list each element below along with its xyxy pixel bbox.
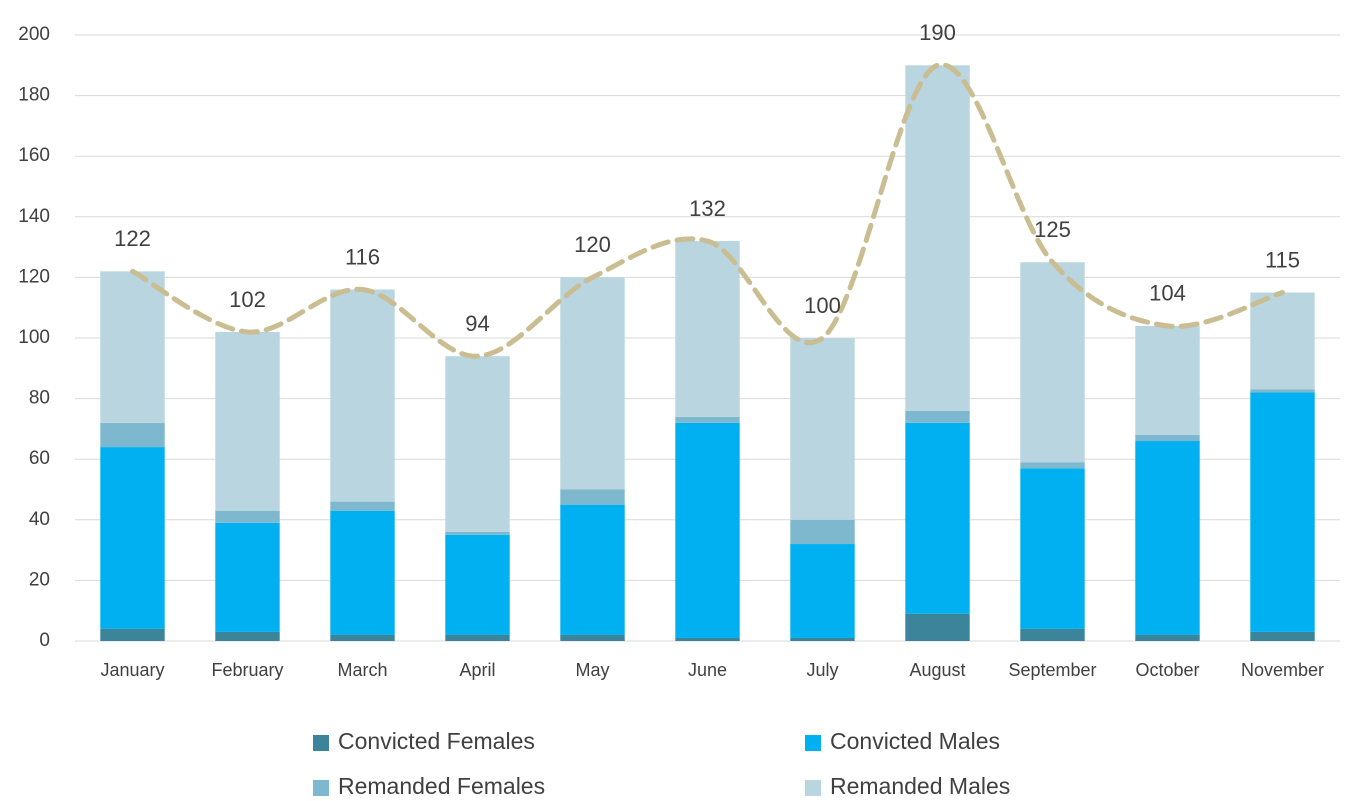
legend-label: Convicted Females [338, 728, 535, 754]
data-label: 125 [1034, 217, 1071, 242]
y-tick-label: 200 [18, 24, 50, 45]
data-label: 116 [345, 244, 380, 269]
bar-segment [560, 504, 625, 635]
bar-segment [1250, 631, 1315, 641]
bar-segment [330, 501, 395, 511]
x-tick-label: February [211, 660, 283, 680]
bar-segment [905, 410, 970, 423]
data-label: 102 [229, 287, 266, 312]
bar-segment [675, 637, 740, 641]
y-tick-label: 160 [18, 145, 50, 166]
bar-segment [215, 631, 280, 641]
bar-segment [790, 519, 855, 545]
bar-segment [905, 422, 970, 614]
x-tick-label: September [1008, 660, 1096, 680]
y-tick-label: 100 [18, 327, 50, 348]
data-label: 132 [689, 196, 726, 221]
y-tick-label: 140 [18, 206, 50, 227]
y-tick-label: 40 [29, 509, 50, 530]
y-tick-label: 120 [18, 266, 50, 287]
bar-segment [1135, 325, 1200, 435]
y-tick-label: 80 [29, 388, 50, 409]
legend-label: Convicted Males [830, 728, 1000, 754]
legend-label: Remanded Males [830, 773, 1010, 799]
bar-segment [330, 634, 395, 641]
data-label: 115 [1265, 247, 1300, 272]
bar-segment [1135, 634, 1200, 641]
x-tick-label: May [575, 660, 609, 680]
bar-segment [675, 241, 740, 417]
total-line [130, 62, 1285, 359]
x-tick-label: June [688, 660, 727, 680]
bar-segment [100, 271, 165, 423]
bar-segment [1020, 462, 1085, 469]
x-tick-label: August [909, 660, 965, 680]
bar-segment [560, 489, 625, 505]
bar-segment [445, 534, 510, 635]
bar-segment [560, 277, 625, 490]
y-tick-label: 180 [18, 85, 50, 106]
x-tick-label: March [337, 660, 387, 680]
bar-segment [445, 634, 510, 641]
x-tick-label: April [459, 660, 495, 680]
legend-label: Remanded Females [338, 773, 545, 799]
x-tick-label: October [1135, 660, 1199, 680]
legend-swatch [313, 735, 329, 751]
y-tick-label: 0 [39, 630, 50, 651]
bar-segment [1135, 434, 1200, 442]
x-tick-label: July [806, 660, 838, 680]
bar-segment [215, 510, 280, 523]
legend-swatch [805, 780, 821, 796]
bar-segment [790, 338, 855, 520]
data-label: 94 [465, 311, 489, 336]
bar-segment [790, 544, 855, 638]
bar-segment [215, 522, 280, 632]
bar-segment [1250, 389, 1315, 393]
bar-segment [1250, 392, 1315, 632]
bar-segment [1135, 441, 1200, 635]
data-label: 122 [114, 226, 151, 251]
bar-segment [1250, 292, 1315, 390]
bar-segment [100, 628, 165, 641]
data-label: 100 [804, 293, 841, 318]
bar-segment [100, 422, 165, 448]
bar-segment [215, 331, 280, 511]
bar-segment [675, 422, 740, 638]
bar-segment [445, 531, 510, 535]
bar-segment [445, 356, 510, 532]
y-tick-label: 60 [29, 448, 50, 469]
data-label: 120 [574, 232, 611, 257]
legend-swatch [805, 735, 821, 751]
bar-segment [905, 613, 970, 641]
bar-segment [330, 289, 395, 502]
data-label: 190 [919, 20, 956, 45]
x-tick-label: November [1241, 660, 1324, 680]
data-label: 104 [1149, 281, 1186, 306]
bar-segment [330, 510, 395, 635]
bar-segment [675, 416, 740, 423]
bar-segment [1020, 468, 1085, 629]
legend-swatch [313, 780, 329, 796]
bar-segment [100, 447, 165, 629]
y-tick-label: 20 [29, 569, 50, 590]
bar-segment [790, 637, 855, 641]
bar-segment [1020, 262, 1085, 463]
bar-segment [560, 634, 625, 641]
bar-segment [905, 65, 970, 411]
x-tick-label: January [100, 660, 164, 680]
bar-segment [1020, 628, 1085, 641]
